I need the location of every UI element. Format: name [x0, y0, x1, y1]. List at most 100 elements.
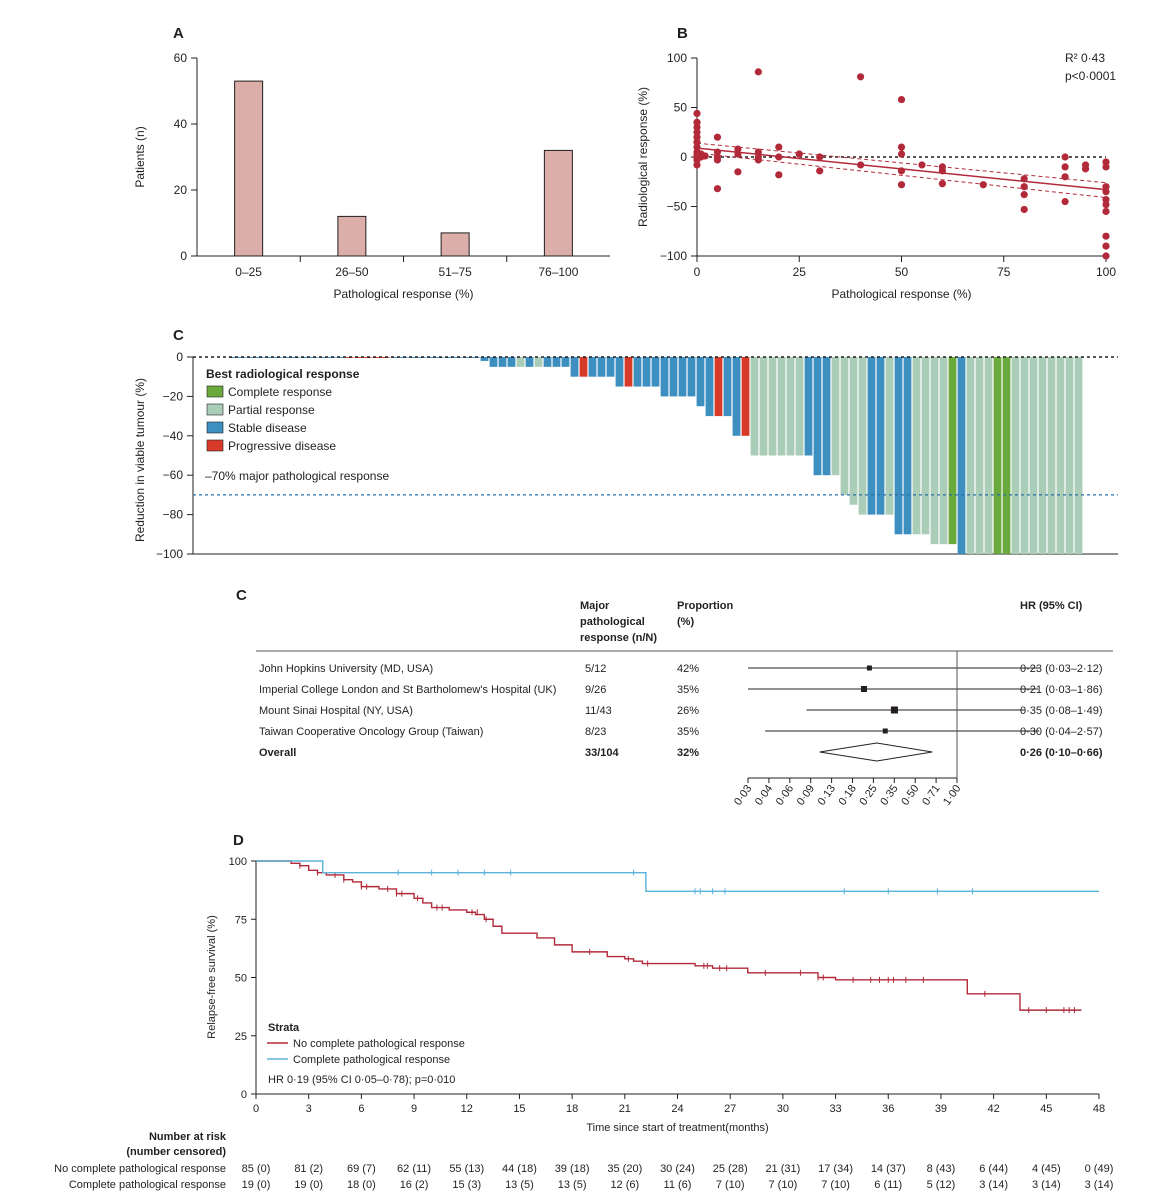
panel-d-x-tick-label: 36 [882, 1103, 894, 1115]
panel-b-point [816, 153, 824, 161]
risk-table-title: (number censored) [126, 1146, 226, 1158]
panel-b-x-tick-label: 100 [1096, 265, 1116, 279]
panel-d-x-tick-label: 3 [306, 1103, 312, 1115]
risk-cell: 69 (7) [347, 1163, 376, 1175]
panel-b-point [1102, 158, 1110, 166]
panel-c-bar [867, 357, 876, 515]
panel-d-x-tick-label: 45 [1040, 1103, 1052, 1115]
panel-b-point [857, 73, 865, 81]
panel-b-point [754, 156, 762, 164]
panel-c-y-tick-label: −60 [163, 468, 184, 482]
panel-b-point [1020, 175, 1028, 183]
panel-c-bar [1047, 357, 1056, 554]
panel-c-bar [813, 357, 822, 476]
panel-c-threshold-label: –70% major pathological response [205, 469, 389, 483]
forest-mpr-value: 11/43 [585, 705, 612, 717]
panel-c-bar [876, 357, 885, 515]
panel-c-legend-title: Best radiological response [206, 367, 360, 381]
forest-header-proportion: (%) [677, 616, 694, 628]
panel-b-ci-upper [696, 142, 1107, 184]
panel-c-bar [498, 357, 507, 367]
panel-a-x-tick-label: 26–50 [335, 265, 369, 279]
panel-b-point [1102, 163, 1110, 171]
panel-c-bar [930, 357, 939, 545]
panel-c-bar [579, 357, 588, 377]
panel-c-bar [651, 357, 660, 387]
panel-b-point [1102, 200, 1110, 209]
panel-d-x-tick-label: 42 [988, 1103, 1000, 1115]
risk-cell: 18 (0) [347, 1179, 376, 1191]
panel-c-bar [741, 357, 750, 436]
forest-mpr-value: 8/23 [585, 726, 606, 738]
forest-x-tick-label: 0·18 [836, 783, 858, 808]
risk-row-name: No complete pathological response [54, 1163, 226, 1175]
risk-cell: 0 (49) [1085, 1163, 1114, 1175]
panel-b-r2: R² 0·43 [1065, 51, 1105, 65]
panel-d-x-tick-label: 33 [829, 1103, 841, 1115]
panel-c-bar [525, 357, 534, 367]
forest-proportion-value: 35% [677, 684, 699, 696]
panel-c-bar [1020, 357, 1029, 554]
panel-d-y-tick-label: 25 [235, 1031, 247, 1043]
panel-d-x-tick-label: 24 [671, 1103, 683, 1115]
panel-b-y-tick-label: −100 [660, 249, 687, 263]
panel-b-point [1061, 197, 1069, 206]
risk-cell: 35 (20) [607, 1163, 642, 1175]
risk-cell: 15 (3) [452, 1179, 481, 1191]
forest-x-tick-label: 0·13 [816, 783, 838, 808]
panel-a-x-tick-label: 76–100 [538, 265, 578, 279]
panel-c-bar [669, 357, 678, 397]
panel-b-point [979, 181, 987, 189]
panel-a-y-tick-label: 40 [174, 117, 188, 131]
risk-cell: 3 (14) [1085, 1179, 1114, 1191]
panel-d-x-tick-label: 0 [253, 1103, 259, 1115]
panel-b-point [693, 143, 701, 151]
panel-d-y-tick-label: 100 [229, 856, 247, 868]
panel-c-legend-item: Partial response [228, 403, 315, 417]
forest-x-tick-label: 0·04 [753, 783, 775, 808]
panel-c-bar [786, 357, 795, 456]
panel-c-bar [570, 357, 579, 377]
panel-c-legend-swatch-complete [206, 385, 224, 398]
panel-b-point [693, 123, 701, 131]
forest-overall-diamond [819, 742, 933, 762]
panel-d-x-tick-label: 9 [411, 1103, 417, 1115]
panel-d-legend-title: Strata [268, 1022, 300, 1034]
risk-cell: 4 (45) [1032, 1163, 1061, 1175]
forest-hr-text: 0·26 (0·10–0·66) [1020, 747, 1103, 759]
risk-cell: 12 (6) [610, 1179, 639, 1191]
panel-c-bar [795, 357, 804, 456]
panel-c-bar [840, 357, 849, 495]
panel-b-point [1102, 207, 1110, 216]
panel-c-bar [354, 357, 363, 358]
panel-c-bar [390, 357, 399, 358]
panel-c-bar [372, 357, 381, 358]
panel-c-y-tick-label: −80 [163, 508, 184, 522]
panel-c-bar [534, 357, 543, 367]
panel-c-bar [1065, 357, 1074, 554]
panel-b-point [693, 138, 701, 146]
risk-cell: 8 (43) [927, 1163, 956, 1175]
panel-c-bar [300, 357, 309, 358]
panel-c-bar [921, 357, 930, 535]
panel-d-x-tick-label: 48 [1093, 1103, 1105, 1115]
panel-c-bar [633, 357, 642, 387]
risk-cell: 16 (2) [400, 1179, 429, 1191]
panel-c-label: C [173, 327, 184, 344]
panel-c-bar [948, 357, 957, 545]
panel-c-bar [687, 357, 696, 397]
panel-d-x-tick-label: 6 [358, 1103, 364, 1115]
panel-d-x-tick-label: 21 [619, 1103, 631, 1115]
forest-point-estimate [890, 706, 898, 714]
panel-c-bar [858, 357, 867, 515]
panel-c-bar [1029, 357, 1038, 554]
panel-c-bar [975, 357, 984, 554]
panel-c-bar [552, 357, 561, 367]
panel-b-point [1102, 183, 1110, 191]
forest-header-hr: HR (95% CI) [1020, 600, 1083, 612]
panel-d-y-tick-label: 75 [235, 914, 247, 926]
panel-d-legend-item: Complete pathological response [293, 1054, 450, 1066]
panel-b-point [938, 167, 947, 175]
panel-c-bar [642, 357, 651, 387]
panel-b-point [775, 171, 783, 179]
